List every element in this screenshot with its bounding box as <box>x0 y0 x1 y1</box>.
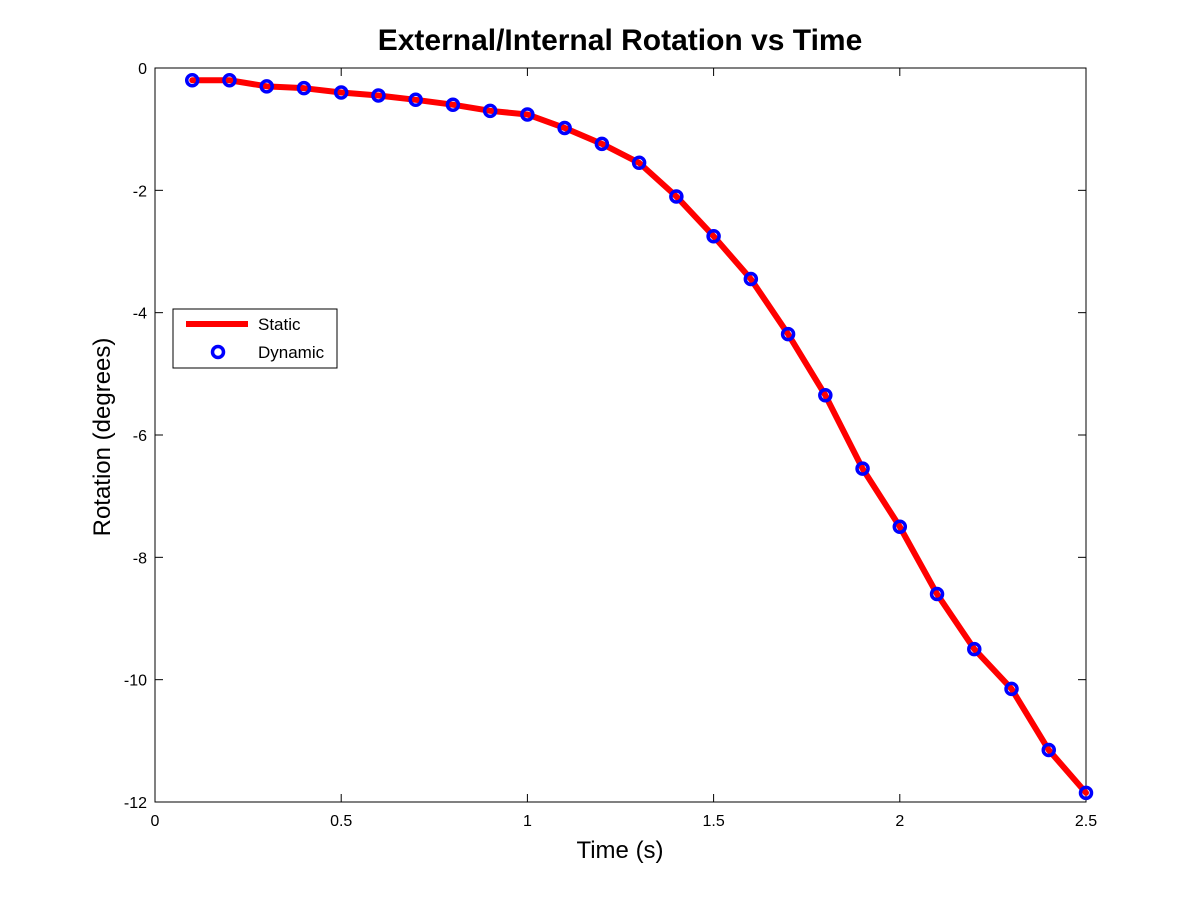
dynamic-point <box>557 120 572 136</box>
legend-dynamic-swatch <box>210 344 226 360</box>
dynamic-point <box>818 387 833 403</box>
dynamic-point <box>259 79 274 94</box>
dynamic-point <box>445 97 461 112</box>
y-axis-label: Rotation (degrees) <box>89 338 116 537</box>
plot-area: 0 0.5 1 1.5 2 2.5 0 -2 -4 -6 -8 -10 -12 <box>124 61 1097 830</box>
dynamic-point <box>1004 681 1019 697</box>
static-line <box>189 77 1089 796</box>
y-tick-label: -2 <box>133 183 147 200</box>
dynamic-point <box>743 271 759 287</box>
x-axis-ticks: 0 0.5 1 1.5 2 2.5 <box>151 68 1097 830</box>
x-tick-label: 2 <box>895 813 904 830</box>
dynamic-point <box>408 92 423 108</box>
dynamic-point <box>296 80 312 96</box>
dynamic-point <box>967 641 982 657</box>
dynamic-point <box>1041 742 1057 758</box>
dynamic-point <box>780 326 796 342</box>
y-tick-label: 0 <box>138 61 147 78</box>
y-axis-ticks: 0 -2 -4 -6 -8 -10 -12 <box>124 61 1086 812</box>
dynamic-point <box>222 72 237 88</box>
dynamic-point <box>669 189 684 204</box>
y-tick-label: -8 <box>133 550 147 567</box>
legend: Static Dynamic <box>172 308 338 369</box>
x-tick-label: 0.5 <box>330 813 352 830</box>
dynamic-point <box>892 519 908 534</box>
plot-frame <box>154 67 1087 803</box>
x-tick-label: 1 <box>523 813 532 830</box>
y-tick-label: -4 <box>133 306 147 323</box>
series-static <box>189 77 1089 796</box>
x-tick-label: 0 <box>151 813 160 830</box>
y-tick-label: -6 <box>133 428 147 445</box>
x-axis-label: Time (s) <box>576 837 663 864</box>
dynamic-point <box>520 107 535 122</box>
dynamic-point <box>371 88 386 103</box>
dynamic-point <box>184 72 200 88</box>
y-tick-label: -12 <box>124 795 147 812</box>
x-tick-label: 1.5 <box>702 813 724 830</box>
dynamic-point <box>594 136 610 152</box>
dynamic-point <box>1078 785 1094 801</box>
y-tick-label: -10 <box>124 673 147 690</box>
x-tick-label: 2.5 <box>1075 813 1097 830</box>
series-dynamic <box>184 72 1094 801</box>
legend-box <box>172 308 338 369</box>
dynamic-point <box>706 228 721 244</box>
dynamic-point <box>929 586 945 602</box>
legend-dynamic-label: Dynamic <box>258 343 325 362</box>
dynamic-point <box>482 103 498 119</box>
chart-title: External/Internal Rotation vs Time <box>378 24 863 57</box>
legend-static-label: Static <box>258 315 301 334</box>
dynamic-point <box>631 155 647 171</box>
dynamic-point <box>855 461 870 476</box>
dynamic-point <box>333 85 349 100</box>
